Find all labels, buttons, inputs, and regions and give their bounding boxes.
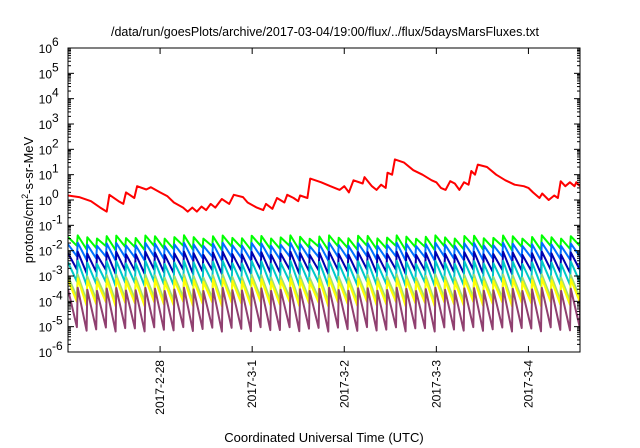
y-tick-exponent: -6 (52, 339, 63, 353)
y-tick-label: 10 (39, 169, 53, 183)
series-line-5 (68, 273, 580, 303)
series-line-6 (68, 277, 580, 308)
y-tick-exponent: 4 (52, 86, 59, 100)
x-axis-title: Coordinated Universal Time (UTC) (224, 430, 423, 445)
x-tick-label: 2017-3-4 (521, 360, 535, 408)
y-tick-base: 10 (39, 143, 53, 157)
y-axis-title: protons/cm2-s-sr-MeV (20, 136, 36, 263)
y-tick-base: 10 (39, 321, 53, 335)
y-tick-base: 10 (39, 67, 53, 81)
y-tick-label: 10 (39, 295, 53, 309)
y-tick-exponent: 3 (52, 111, 59, 125)
y-tick-exponent: -2 (52, 238, 63, 252)
y-tick-label: 10 (39, 93, 53, 107)
y-tick-base: 10 (39, 270, 53, 284)
series-line-7 (68, 286, 580, 333)
y-tick-base: 10 (39, 42, 53, 56)
y-tick-label: 10 (39, 194, 53, 208)
y-tick-label: 10 (39, 270, 53, 284)
series-line-4 (68, 259, 580, 288)
y-tick-exponent: 2 (52, 136, 59, 150)
y-tick-exponent: 6 (52, 35, 59, 49)
y-tick-label: 10 (39, 143, 53, 157)
y-tick-label: 10 (39, 245, 53, 259)
y-tick-exponent: -1 (52, 212, 63, 226)
x-tick-label: 2017-2-28 (153, 360, 167, 415)
y-tick-exponent: 5 (52, 60, 59, 74)
y-tick-base: 10 (39, 219, 53, 233)
y-tick-exponent: -5 (52, 314, 63, 328)
y-tick-label: 10 (39, 321, 53, 335)
y-tick-label: 10 (39, 219, 53, 233)
series-line-0 (68, 158, 580, 213)
y-tick-base: 10 (39, 93, 53, 107)
y-tick-label: 10 (39, 118, 53, 132)
y-ticks: 10 -610 -510 -410 -310 -210 -110 010 110 210 310 41… (39, 35, 580, 360)
y-tick-base: 10 (39, 295, 53, 309)
series-layer (68, 158, 580, 333)
y-tick-label: 10 (39, 67, 53, 81)
y-tick-label: 10 (39, 346, 53, 360)
y-tick-base: 10 (39, 194, 53, 208)
series-line-3 (68, 250, 580, 275)
y-tick-exponent: 0 (52, 187, 59, 201)
y-axis-title-sup: 2 (20, 194, 30, 199)
y-axis-title-rest: -s-sr-MeV (21, 136, 36, 193)
y-tick-base: 10 (39, 169, 53, 183)
chart-title: /data/run/goesPlots/archive/2017-03-04/1… (111, 25, 540, 39)
y-tick-base: 10 (39, 118, 53, 132)
series-line-2 (68, 241, 580, 262)
y-tick-exponent: -3 (52, 263, 63, 277)
y-tick-base: 10 (39, 346, 53, 360)
series-line-1 (68, 234, 580, 252)
y-tick-exponent: 1 (52, 162, 59, 176)
x-tick-label: 2017-3-1 (245, 360, 259, 408)
y-tick-base: 10 (39, 245, 53, 259)
y-tick-exponent: -4 (52, 288, 63, 302)
y-axis-title-main: protons/cm (21, 199, 36, 263)
x-ticks: 2017-2-28 2017-3-1 2017-3-2 2017-3-3 2017-3-… (153, 48, 535, 415)
y-tick-label: 10 (39, 42, 53, 56)
x-tick-label: 2017-3-3 (429, 360, 443, 408)
x-tick-label: 2017-3-2 (337, 360, 351, 408)
